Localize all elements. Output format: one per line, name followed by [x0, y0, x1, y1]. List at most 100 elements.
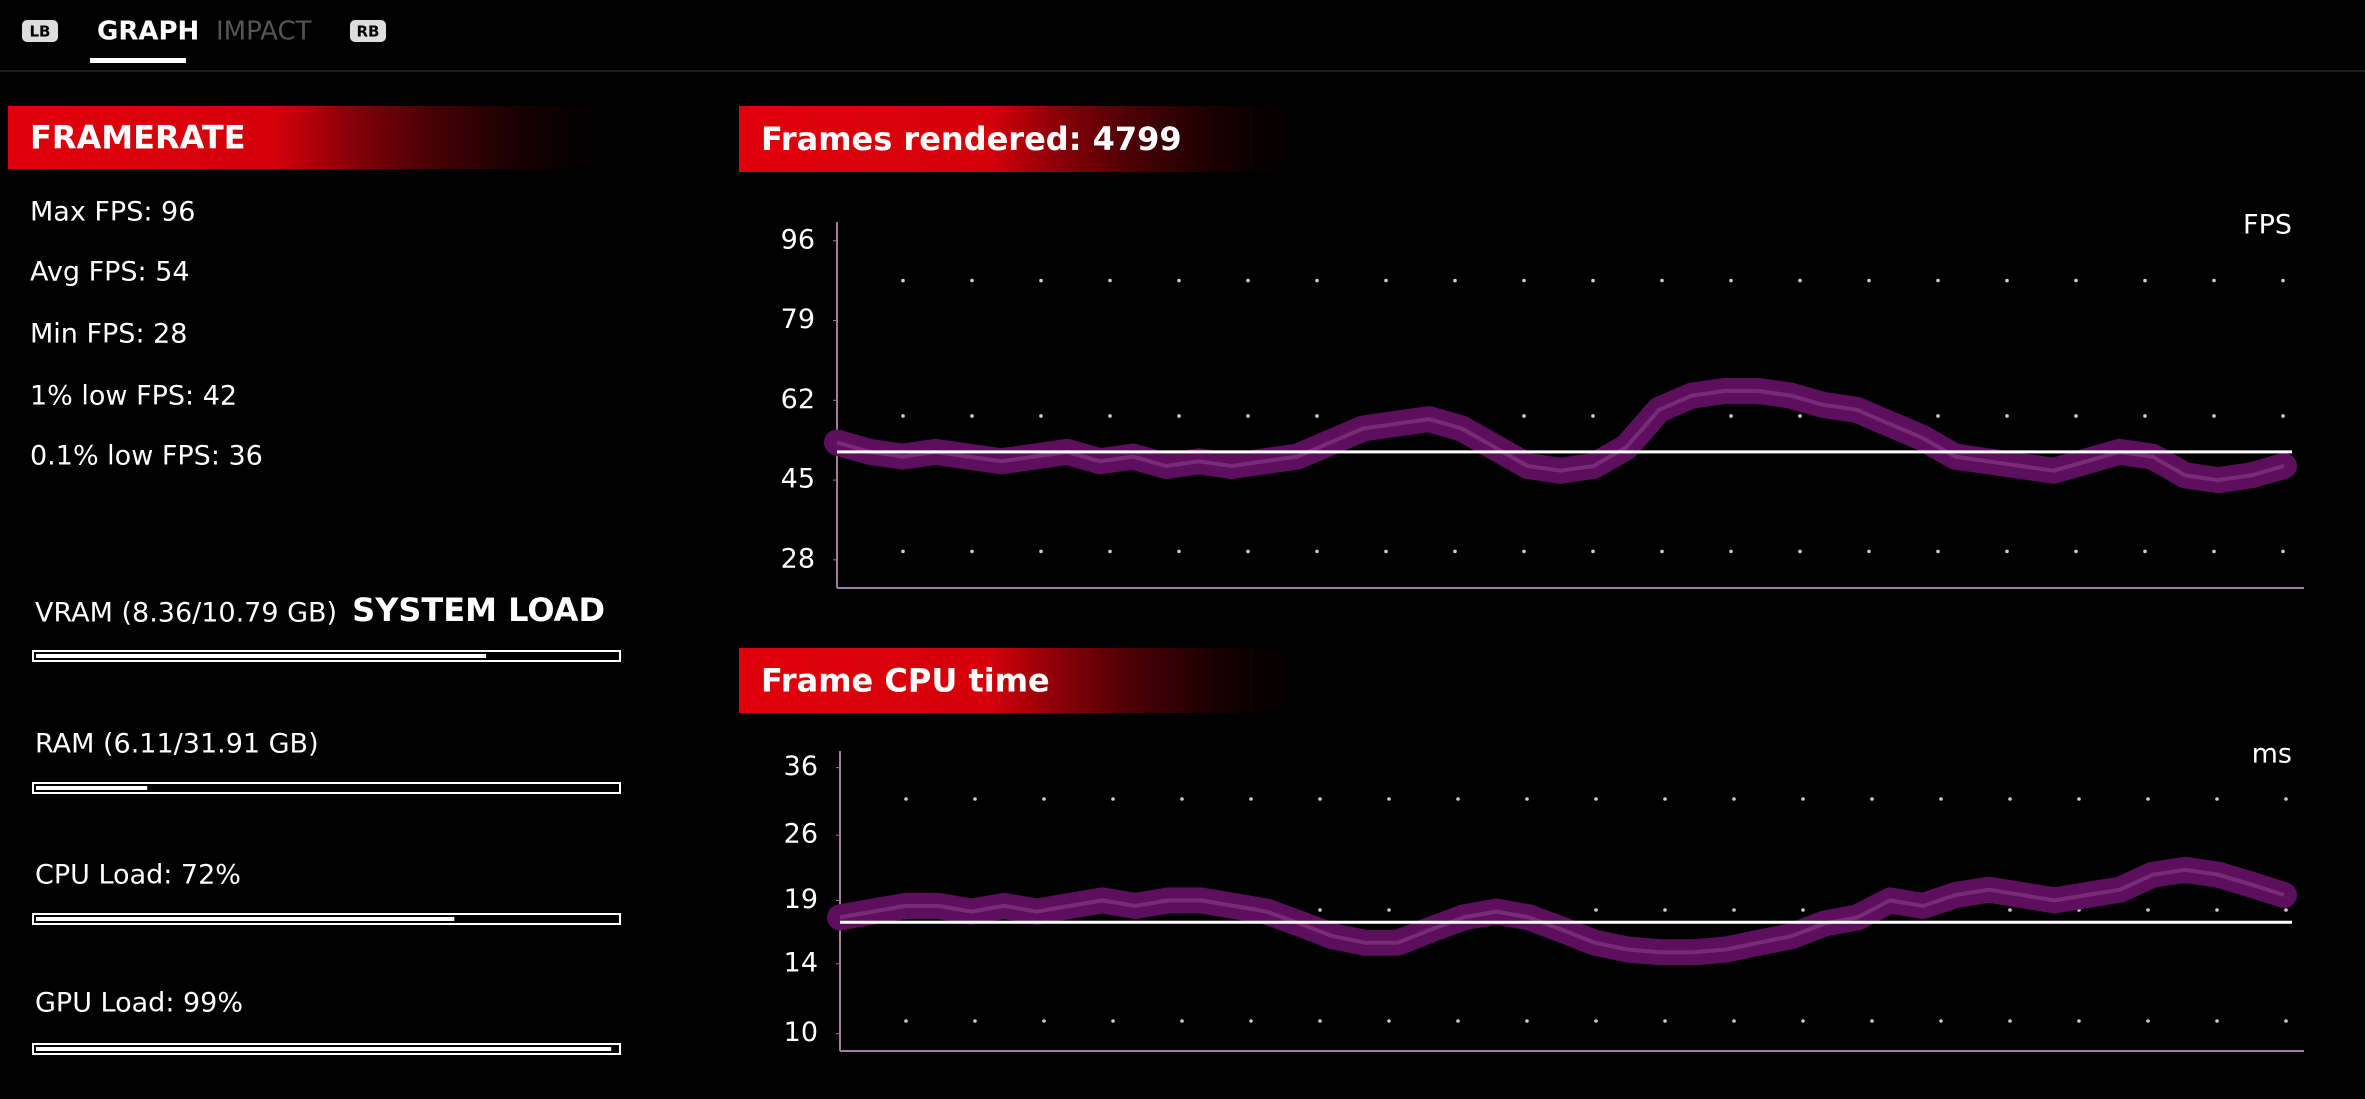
meter-frame [32, 1043, 621, 1055]
grid-dot [1177, 278, 1181, 283]
grid-dot [2005, 549, 2009, 554]
grid-dot [1315, 549, 1319, 554]
y-tick-label: 45 [781, 464, 815, 495]
grid-dot [2284, 908, 2288, 912]
y-tick-label: 36 [784, 751, 818, 782]
grid-dot [2143, 278, 2147, 283]
grid-dot [1456, 1019, 1460, 1023]
grid-dot [1246, 278, 1250, 283]
grid-dot [2281, 414, 2285, 418]
grid-dot [1039, 278, 1043, 283]
controller-button[interactable] [22, 20, 58, 42]
grid-dot [1870, 797, 1874, 801]
grid-dot [2008, 797, 2012, 801]
grid-dot [1111, 797, 1115, 801]
meter-fill [36, 1047, 612, 1051]
grid-dot [904, 797, 908, 801]
section-title: FRAMERATE [30, 119, 246, 157]
grid-dot [1663, 908, 1667, 912]
grid-dot [1387, 1019, 1391, 1023]
meter-frame [32, 782, 621, 794]
grid-dot [1801, 908, 1805, 912]
grid-dot [2212, 278, 2216, 283]
grid-dot [1318, 797, 1322, 801]
grid-dot [1522, 414, 1526, 418]
grid-dot [2143, 414, 2147, 418]
unit-label: ms [2252, 739, 2292, 770]
grid-dot [1249, 797, 1253, 801]
unit-label: FPS [2243, 210, 2292, 241]
header-texture [739, 106, 1297, 172]
grid-dot [2215, 797, 2219, 801]
grid-dot [1525, 1019, 1529, 1023]
grid-dot [1663, 797, 1667, 801]
y-tick-label: 14 [784, 947, 818, 978]
grid-dot [1246, 414, 1250, 418]
grid-dot [1108, 278, 1112, 283]
grid-dot [1867, 278, 1871, 283]
meter-label: RAM (6.11/31.91 GB) [35, 729, 319, 760]
grid-dot [2284, 797, 2288, 801]
grid-dot [1591, 549, 1595, 554]
header-texture [739, 648, 1297, 713]
y-tick-label: 96 [781, 224, 815, 255]
controller-button[interactable] [350, 20, 386, 42]
frame-trace-core [836, 388, 2285, 483]
grid-dot [1660, 549, 1664, 554]
grid-dot [1042, 797, 1046, 801]
grid-dot [2146, 797, 2150, 801]
grid-dot [1453, 549, 1457, 554]
button-label: LB [30, 23, 51, 41]
grid-dot [2077, 797, 2081, 801]
grid-dot [2074, 414, 2078, 418]
grid-dot [1525, 797, 1529, 801]
grid-dot [1108, 414, 1112, 418]
grid-dot [1453, 278, 1457, 283]
grid-dot [2074, 549, 2078, 554]
y-tick-label: 79 [781, 304, 815, 335]
section-title: SYSTEM LOAD [352, 591, 605, 629]
grid-dot [1594, 908, 1598, 912]
grid-dot [1108, 549, 1112, 554]
grid-dot [1039, 549, 1043, 554]
grid-dot [2212, 414, 2216, 418]
grid-dot [2008, 908, 2012, 912]
grid-dot [1591, 278, 1595, 283]
grid-dot [2284, 1019, 2288, 1023]
grid-dot [1315, 414, 1319, 418]
fps-stat: Avg FPS: 54 [30, 257, 190, 288]
grid-dot [970, 278, 974, 283]
tab-underline [90, 58, 186, 63]
tab[interactable]: GRAPH [97, 17, 199, 47]
grid-dot [1594, 1019, 1598, 1023]
grid-dot [1663, 1019, 1667, 1023]
grid-dot [1732, 797, 1736, 801]
grid-dot [1318, 908, 1322, 912]
fps-stat: 1% low FPS: 42 [30, 381, 237, 412]
grid-dot [973, 1019, 977, 1023]
grid-dot [1387, 797, 1391, 801]
grid-dot [1177, 549, 1181, 554]
meter-fill [36, 786, 148, 790]
grid-dot [1870, 1019, 1874, 1023]
grid-dot [2005, 414, 2009, 418]
grid-dot [1039, 414, 1043, 418]
grid-dot [2281, 549, 2285, 554]
meter-frame [32, 650, 621, 662]
grid-dot [1801, 797, 1805, 801]
grid-dot [970, 414, 974, 418]
grid-dot [1318, 1019, 1322, 1023]
meter-fill [36, 917, 455, 921]
frame-trace-core [839, 867, 2285, 955]
grid-dot [1936, 414, 1940, 418]
grid-dot [1177, 414, 1181, 418]
tab[interactable]: IMPACT [216, 17, 312, 47]
grid-dot [1384, 278, 1388, 283]
grid-dot [1867, 549, 1871, 554]
meter-frame [32, 913, 621, 925]
meter-label: GPU Load: 99% [35, 988, 243, 1019]
grid-dot [1249, 1019, 1253, 1023]
grid-dot [1729, 414, 1733, 418]
grid-dot [2005, 278, 2009, 283]
